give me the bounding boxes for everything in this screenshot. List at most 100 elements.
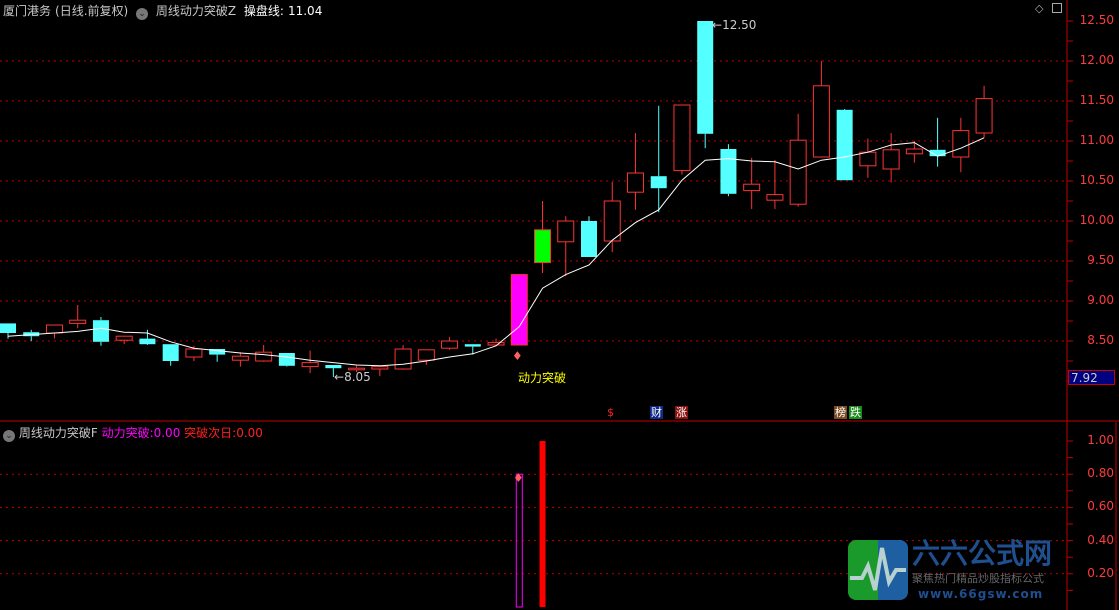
candle — [626, 133, 644, 210]
low-annotation: ←8.05 — [334, 370, 371, 384]
candle-body — [417, 349, 435, 361]
candle — [836, 109, 853, 181]
candle-body — [557, 220, 575, 243]
candle — [975, 85, 993, 138]
sub-tick-label: 0.80 — [1087, 466, 1114, 481]
price-tick-label: 9.50 — [1087, 253, 1114, 267]
price-tick-label: 11.50 — [1079, 93, 1114, 107]
candle-body — [348, 367, 366, 371]
marker-dollar[interactable]: $ — [607, 406, 614, 419]
candle — [301, 350, 319, 373]
stock-name: 厦门港务 — [3, 4, 52, 18]
price-tick-label: 12.00 — [1079, 53, 1114, 67]
marker-finance[interactable]: 财 — [650, 406, 663, 419]
candle — [859, 138, 877, 178]
candle — [789, 113, 807, 207]
logo-title: 六六公式网 — [912, 537, 1053, 570]
s2-label: 突破次日: — [184, 426, 237, 440]
arrow-left-icon: ← — [712, 18, 723, 32]
logo-pulse-icon — [848, 540, 908, 600]
candle-body — [952, 130, 970, 158]
sub-indicator-name[interactable]: 周线动力突破F — [18, 426, 98, 440]
logo-url: www.66gsw.com — [918, 587, 1044, 601]
sub-tick-label: 0.40 — [1087, 532, 1114, 547]
logo-slogan: 聚焦热门精品炒股指标公式 — [912, 572, 1044, 585]
candle-body — [115, 335, 133, 341]
price-tick-label: 12.50 — [1079, 13, 1114, 27]
candle — [185, 345, 203, 361]
candle-body — [162, 344, 179, 361]
candle-body — [441, 340, 459, 349]
indicator-menu-icon[interactable]: ⌄ — [136, 8, 149, 20]
candle-body — [510, 274, 528, 346]
candle — [325, 365, 342, 377]
candle — [464, 344, 481, 355]
candle-body — [673, 104, 691, 172]
candle — [905, 141, 923, 163]
candle-body — [0, 323, 16, 333]
candle — [720, 144, 737, 197]
candle-body — [139, 338, 156, 345]
indicator-name[interactable]: 周线动力突破Z — [155, 4, 237, 18]
sub-tick-label: 0.60 — [1087, 499, 1114, 514]
candle — [139, 329, 156, 345]
candle-body — [45, 324, 63, 334]
candle — [417, 349, 435, 365]
candle-body — [371, 366, 389, 370]
candle-body — [301, 362, 319, 368]
sub-bars — [515, 441, 546, 608]
candle-body — [487, 342, 505, 346]
s2-value: 0.00 — [236, 426, 263, 440]
candle — [162, 344, 179, 366]
candle-body — [882, 149, 900, 170]
price-tick-label: 9.00 — [1087, 293, 1114, 307]
price-tick-label: 11.00 — [1079, 133, 1114, 147]
signal-label: 动力突破 — [518, 371, 567, 385]
next-day-bar — [539, 441, 546, 607]
candle — [92, 317, 109, 346]
sub-tick-label: 0.20 — [1087, 565, 1114, 580]
square-icon[interactable] — [1052, 3, 1062, 13]
candle-body — [836, 109, 853, 181]
sub-indicator-menu-icon[interactable]: ⌄ — [3, 430, 15, 442]
gridlines — [0, 60, 1067, 575]
candle — [603, 181, 621, 253]
candle-body — [626, 172, 644, 193]
line-label: 操盘线: — [243, 4, 284, 18]
candle — [581, 216, 597, 257]
candle — [394, 345, 412, 370]
price-tick-label: 8.50 — [1087, 333, 1114, 347]
candle — [487, 338, 505, 346]
candle-body — [766, 194, 784, 201]
candle-body — [859, 151, 877, 167]
candle — [0, 323, 16, 339]
diamond-icon[interactable]: ◇ — [1035, 2, 1044, 15]
axis-ticks — [1067, 20, 1073, 591]
candle-body — [581, 221, 597, 257]
candle-body — [789, 139, 807, 205]
high-annotation: ←12.50 — [712, 18, 757, 32]
site-logo: 六六公式网 聚焦热门精品炒股指标公式 www.66gsw.com — [848, 537, 1063, 608]
sub-tick-label: 1.00 — [1087, 433, 1114, 447]
candle-body — [92, 320, 109, 342]
marker-list[interactable]: 榜 — [834, 406, 847, 419]
operating-line — [7, 137, 985, 367]
marker-rise[interactable]: 涨 — [675, 406, 688, 419]
candle-body — [69, 319, 87, 324]
gem-icon: ♦ — [513, 471, 524, 485]
candle-body — [231, 355, 249, 361]
candle — [557, 216, 575, 277]
sub-panel-header: ⌄ 周线动力突破F 动力突破:0.00 突破次日:0.00 — [3, 424, 263, 442]
candle — [348, 365, 366, 373]
arrow-left-icon: ← — [334, 370, 345, 384]
period-label[interactable]: (日线.前复权) — [55, 4, 129, 18]
s1-label: 动力突破: — [101, 426, 154, 440]
candle-body — [185, 348, 203, 358]
current-price-label: 7.92 — [1068, 370, 1115, 385]
marker-fall[interactable]: 跌 — [849, 406, 862, 419]
candle — [231, 352, 249, 367]
candle — [69, 305, 87, 329]
breakout-bar — [515, 473, 523, 608]
candle-body — [603, 200, 621, 242]
